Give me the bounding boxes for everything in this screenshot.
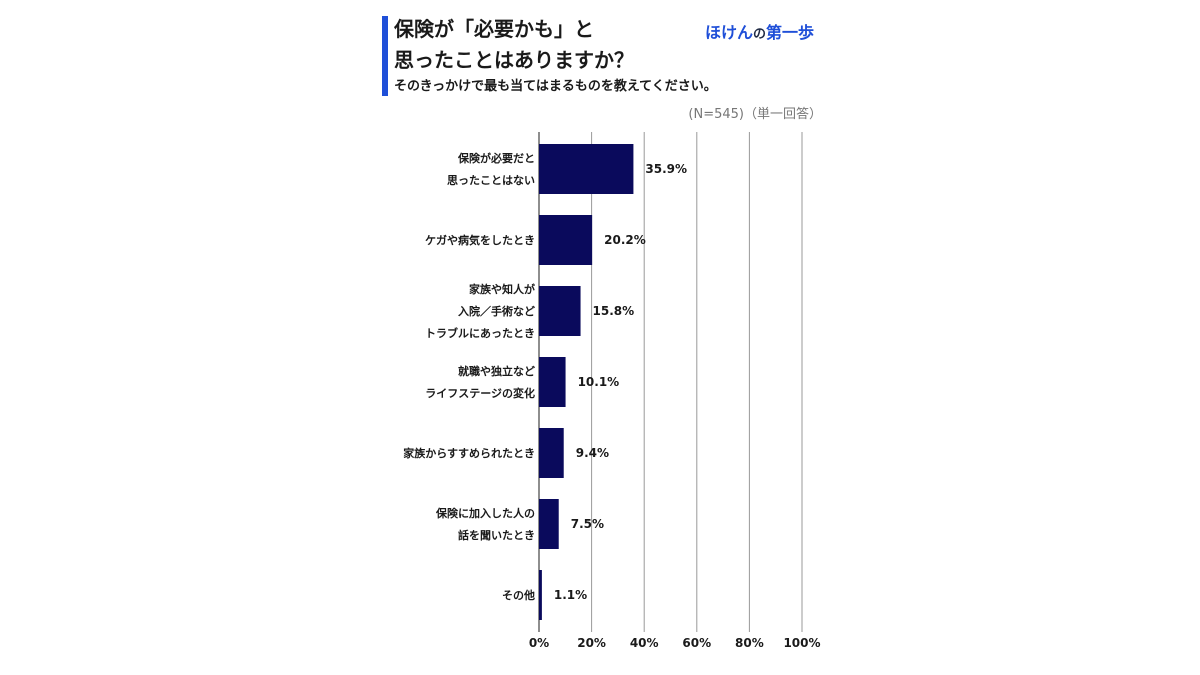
x-tick-label: 20% bbox=[577, 636, 606, 650]
chart-title-line2: 思ったことはありますか？ bbox=[394, 48, 634, 72]
x-tick-label: 80% bbox=[735, 636, 764, 650]
data-label: 15.8% bbox=[593, 304, 635, 318]
category-label: 話を聞いたとき bbox=[458, 528, 535, 542]
bar bbox=[539, 428, 564, 478]
brand-logo-part2: の bbox=[753, 27, 767, 42]
category-label: 入院／手術など bbox=[458, 304, 535, 318]
category-label: その他 bbox=[502, 588, 535, 602]
x-tick-label: 60% bbox=[682, 636, 711, 650]
chart-subtitle: そのきっかけで最も当てはまるものを教えてください。 bbox=[394, 79, 717, 94]
chart-title: 保険が「必要かも」と 思ったことはありますか？ bbox=[394, 14, 694, 76]
category-label: 思ったことはない bbox=[447, 174, 535, 187]
bar bbox=[539, 499, 559, 549]
data-label: 10.1% bbox=[578, 375, 620, 389]
category-label: ライフステージの変化 bbox=[425, 386, 535, 400]
data-label: 35.9% bbox=[645, 162, 687, 176]
bar bbox=[539, 144, 634, 194]
bar bbox=[539, 286, 581, 336]
title-accent-bar bbox=[382, 16, 388, 96]
bar bbox=[539, 570, 542, 620]
brand-logo-part3: 第一歩 bbox=[766, 23, 815, 42]
x-tick-label: 40% bbox=[630, 636, 659, 650]
data-label: 9.4% bbox=[576, 446, 609, 460]
brand-logo: ほけんの第一歩 bbox=[705, 19, 814, 43]
brand-logo-part1: ほけん bbox=[705, 23, 754, 42]
x-tick-label: 0% bbox=[529, 636, 549, 650]
bar bbox=[539, 215, 593, 265]
category-label: 家族や知人が bbox=[469, 282, 535, 296]
category-label: 保険に加入した人の bbox=[435, 506, 535, 520]
bar bbox=[539, 357, 566, 407]
data-label: 20.2% bbox=[604, 233, 646, 247]
x-tick-label: 100% bbox=[783, 636, 820, 650]
data-label: 1.1% bbox=[554, 588, 587, 602]
category-label: 就職や独立など bbox=[458, 364, 535, 378]
category-label: ケガや病気をしたとき bbox=[425, 233, 535, 247]
category-label: トラブルにあったとき bbox=[425, 326, 535, 340]
category-label: 家族からすすめられたとき bbox=[403, 446, 535, 460]
data-label: 7.5% bbox=[571, 517, 604, 531]
sample-size-note: (N=545)（単一回答） bbox=[688, 107, 822, 122]
category-label: 保険が必要だと bbox=[457, 151, 535, 165]
chart-title-line1: 保険が「必要かも」と bbox=[394, 17, 594, 41]
